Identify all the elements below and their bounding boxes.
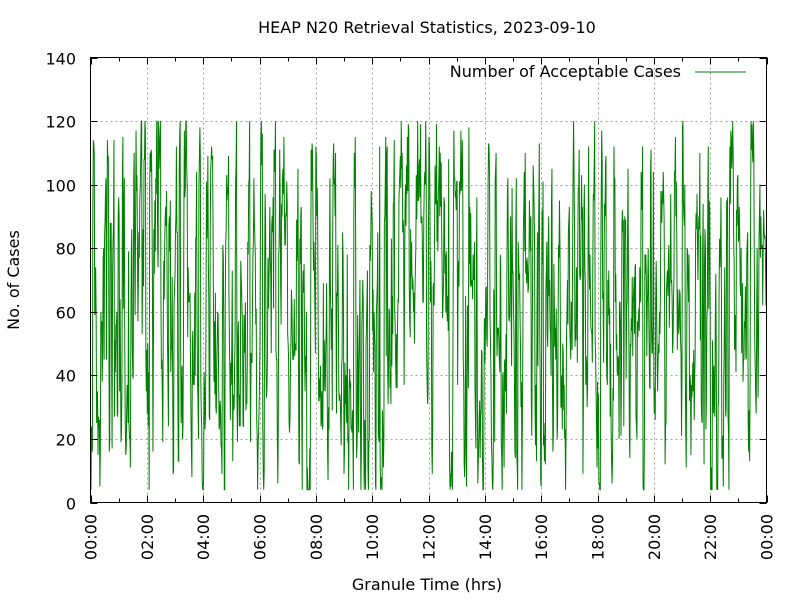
y-tick-label: 60 [56,304,76,323]
x-tick-label: 22:00 [701,514,720,560]
y-tick-label: 140 [45,50,76,69]
legend: Number of Acceptable Cases [450,62,746,81]
x-axis-title: Granule Time (hrs) [352,575,502,594]
x-tick-label: 20:00 [645,514,664,560]
ticks [90,57,768,504]
y-axis-title: No. of Cases [4,230,23,330]
y-tick-label: 120 [45,113,76,132]
x-tick-label: 00:00 [758,514,777,560]
y-tick-label: 0 [66,495,76,514]
y-tick-label: 20 [56,431,76,450]
y-tick-label: 40 [56,367,76,386]
x-tick-label: 12:00 [420,514,439,560]
x-tick-label: 14:00 [476,514,495,560]
x-tick-label: 16:00 [532,514,551,560]
x-tick-label: 06:00 [251,514,270,560]
y-tick-labels: 0 20 40 60 80 100 120 140 [45,50,76,514]
x-tick-label: 04:00 [194,514,213,560]
plot-frame [90,57,767,503]
y-tick-label: 80 [56,240,76,259]
x-tick-label: 10:00 [363,514,382,560]
y-tick-label: 100 [45,177,76,196]
chart-title: HEAP N20 Retrieval Statistics, 2023-09-1… [258,18,596,37]
x-tick-label: 00:00 [82,514,101,560]
x-tick-label: 08:00 [307,514,326,560]
x-tick-label: 02:00 [138,514,157,560]
series-line-acceptable-cases [90,120,767,491]
x-tick-label: 18:00 [589,514,608,560]
series-layer [90,120,767,491]
legend-label: Number of Acceptable Cases [450,62,681,81]
x-tick-labels: 00:00 02:00 04:00 06:00 08:00 10:00 12:00 14:00… [82,514,777,560]
